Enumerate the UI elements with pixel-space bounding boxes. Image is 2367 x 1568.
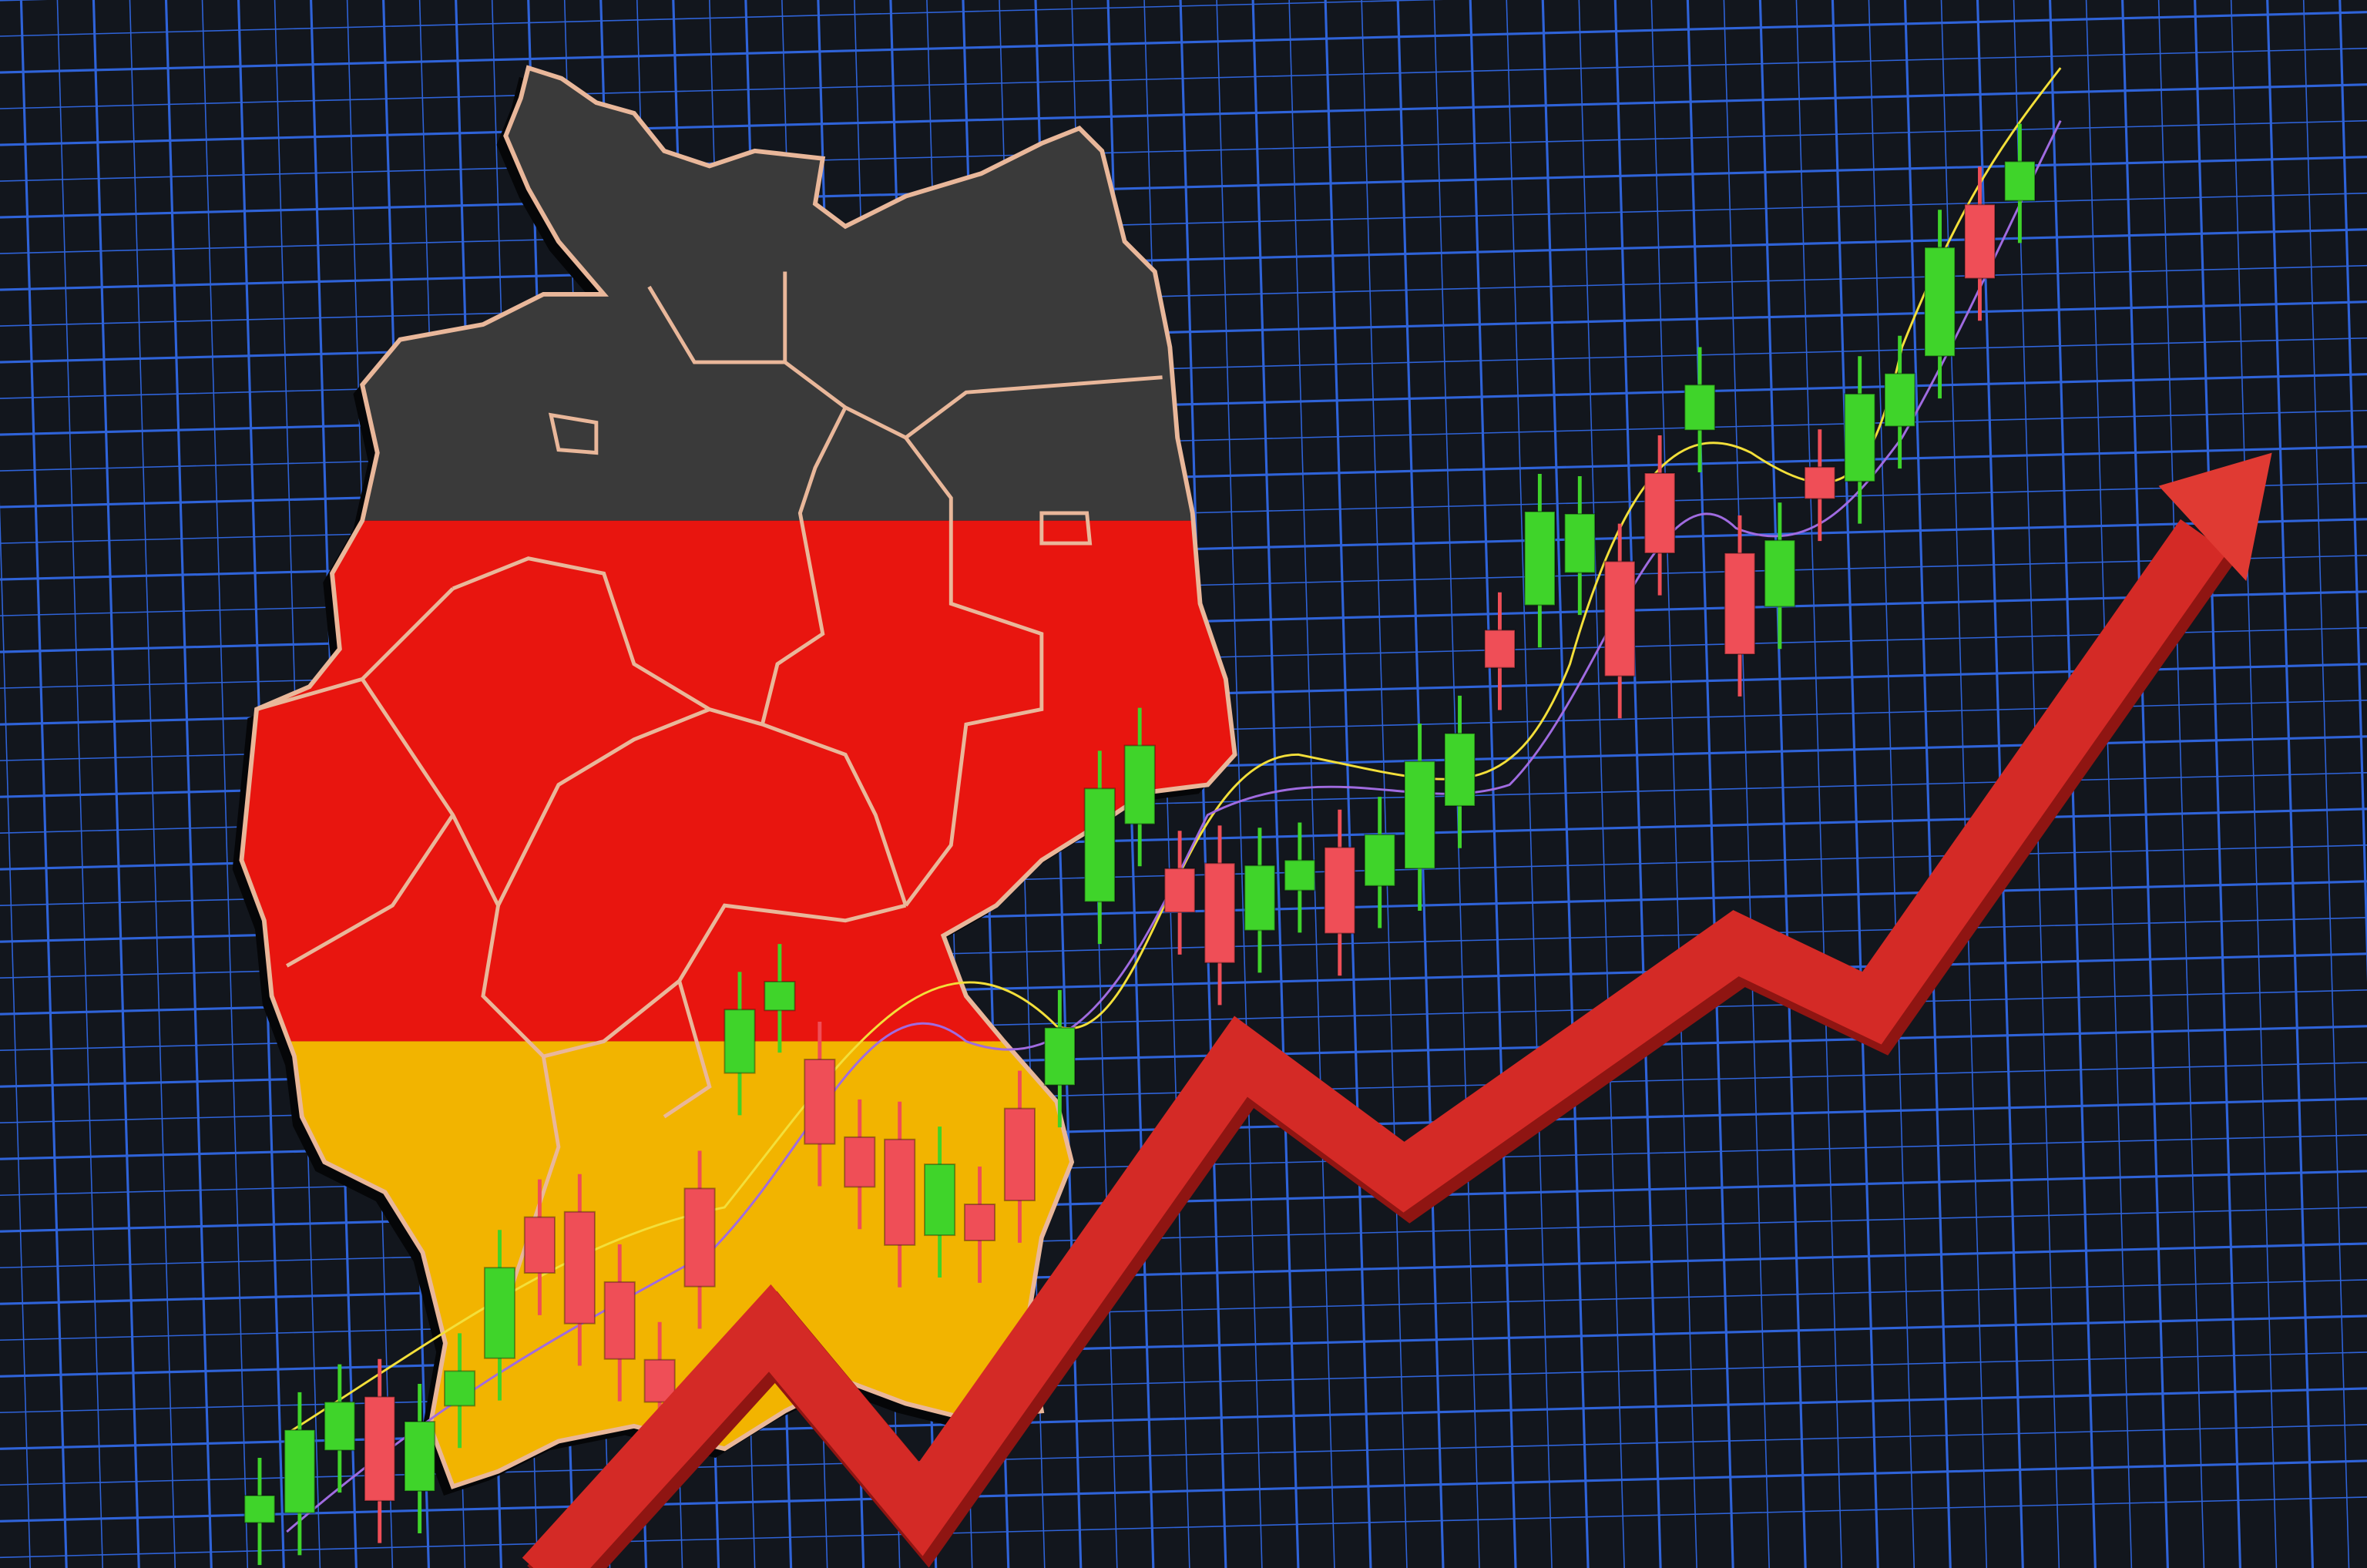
candle-body xyxy=(1523,510,1556,606)
grid-line xyxy=(201,0,249,1568)
grid-line xyxy=(2230,0,2278,1568)
candle-body xyxy=(1684,384,1716,431)
candle-body xyxy=(1483,629,1516,669)
candle-body xyxy=(483,1267,516,1359)
candlestick-series xyxy=(243,123,2036,1566)
candle-body xyxy=(643,1358,676,1403)
candle-body xyxy=(284,1429,316,1514)
grid-line xyxy=(2085,0,2133,1568)
rising-arrow xyxy=(522,452,2272,1568)
candle-body xyxy=(1043,1026,1076,1086)
candle-body xyxy=(1324,846,1356,935)
grid-line xyxy=(56,0,104,1568)
candle-body xyxy=(724,1009,756,1074)
grid-line xyxy=(1831,0,1879,1568)
candle-body xyxy=(324,1401,356,1452)
candle-body xyxy=(1244,865,1276,932)
grid-line xyxy=(1650,0,1697,1568)
grid-line xyxy=(2157,0,2205,1568)
candle-body xyxy=(764,981,796,1012)
candle-body xyxy=(1963,203,1996,280)
candle-body xyxy=(1563,512,1596,574)
grid-line xyxy=(1216,0,1263,1568)
candle-body xyxy=(1923,247,1956,358)
grid-line xyxy=(1506,0,1553,1568)
grid-line xyxy=(2266,0,2315,1568)
candle-body xyxy=(1204,862,1236,964)
grid-line xyxy=(1723,0,1770,1568)
grid-line xyxy=(2302,0,2350,1568)
candle-body xyxy=(1724,552,1756,656)
grid-line xyxy=(164,0,213,1568)
grid-line xyxy=(0,119,2367,182)
grid-line xyxy=(1361,0,1408,1568)
grid-line xyxy=(1686,0,1734,1568)
candle-body xyxy=(1844,393,1876,482)
grid-line xyxy=(0,1496,2367,1559)
grid-line xyxy=(0,47,2367,109)
candle-body xyxy=(243,1495,276,1524)
grid-line xyxy=(0,0,1444,37)
candle-body xyxy=(1764,539,1796,608)
candle-body xyxy=(1804,466,1836,500)
grid-line xyxy=(129,0,176,1568)
candle-body xyxy=(1364,834,1396,887)
grid-line xyxy=(0,1207,2367,1269)
candle-body xyxy=(844,1136,876,1188)
candle-body xyxy=(924,1163,956,1237)
candle-body xyxy=(1643,472,1676,554)
candle-body xyxy=(563,1210,596,1325)
candle-body xyxy=(1443,732,1476,807)
candle-body xyxy=(2003,160,2036,202)
grid-line xyxy=(2121,0,2169,1568)
candle-body xyxy=(1884,372,1916,428)
grid-line xyxy=(1758,0,1807,1568)
candle-body xyxy=(1003,1107,1036,1202)
grid-line xyxy=(2338,0,2367,983)
candle-body xyxy=(804,1058,836,1145)
grid-line xyxy=(0,1242,2367,1305)
grid-line xyxy=(1541,0,1590,1568)
grid-line xyxy=(1613,0,1662,1568)
candle-body xyxy=(364,1395,396,1502)
grid-line xyxy=(19,0,68,1568)
grid-line xyxy=(0,502,31,1568)
candle-body xyxy=(683,1187,716,1288)
candle-body xyxy=(404,1421,436,1492)
grid-line xyxy=(1868,0,1915,1568)
grid-line xyxy=(1324,0,1372,1568)
candle-body xyxy=(523,1216,556,1274)
grid-line xyxy=(1795,0,1842,1568)
candle-body xyxy=(884,1138,916,1246)
grid-line xyxy=(92,0,140,1568)
arrow-head xyxy=(2158,452,2272,582)
grid-line xyxy=(0,1279,2367,1341)
candle-body xyxy=(444,1370,476,1407)
candle-body xyxy=(1404,760,1436,870)
grid-line xyxy=(0,156,2367,219)
candle-body xyxy=(1123,744,1156,825)
grid-line xyxy=(0,83,2367,146)
grid-line xyxy=(0,1315,2367,1378)
grid-line xyxy=(0,11,2367,74)
grid-line xyxy=(0,1459,2367,1523)
candle-body xyxy=(1284,859,1316,891)
candle-body xyxy=(603,1281,636,1360)
grid-line xyxy=(1469,0,1517,1568)
grid-line xyxy=(2194,0,2241,1568)
grid-line xyxy=(1578,0,1625,1568)
candle-body xyxy=(963,1203,996,1241)
candle-body xyxy=(1163,868,1196,913)
candle-body xyxy=(1603,560,1636,677)
candle-body xyxy=(1083,787,1116,903)
grid-line xyxy=(0,192,2367,254)
